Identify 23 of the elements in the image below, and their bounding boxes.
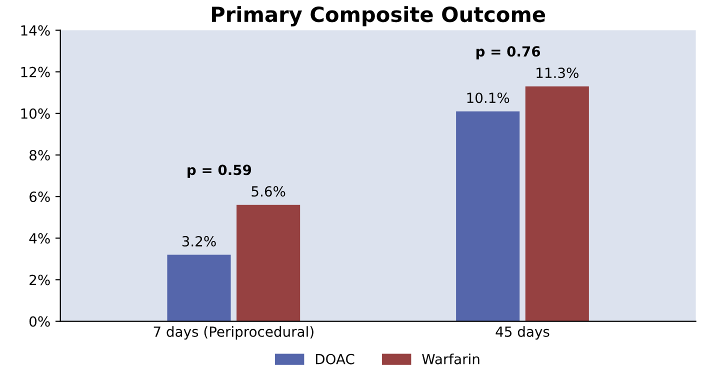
bar [456, 111, 520, 322]
text: 3.2% [182, 236, 216, 247]
text: 11.3% [536, 68, 578, 78]
y-tick-label: 10% [21, 108, 50, 119]
y-tick-label: 8% [30, 150, 50, 160]
annotation: p = 0.59 [188, 164, 252, 178]
y-tick-label: 2% [30, 274, 50, 286]
x-tick-label: 7 days (Periprocedural) [154, 326, 314, 340]
y-tick-label: 14% [21, 25, 50, 36]
x-tick-label: 45 days [496, 326, 550, 340]
text: 10.1% [467, 92, 510, 104]
y-tick-label: 0% [30, 316, 50, 327]
chart-title: Primary Composite Outcome [212, 6, 546, 26]
bar [236, 204, 300, 322]
y-tick-label: 6% [30, 192, 50, 202]
text: 5.6% [252, 186, 286, 197]
annotation: p = 0.76 [476, 46, 540, 60]
y-tick-label: 12% [21, 66, 50, 78]
legend-label: DOAC [316, 354, 354, 364]
legend-label: Warfarin [422, 354, 480, 364]
y-tick-label: 4% [29, 233, 50, 244]
bar [525, 86, 589, 322]
bar [167, 254, 231, 322]
